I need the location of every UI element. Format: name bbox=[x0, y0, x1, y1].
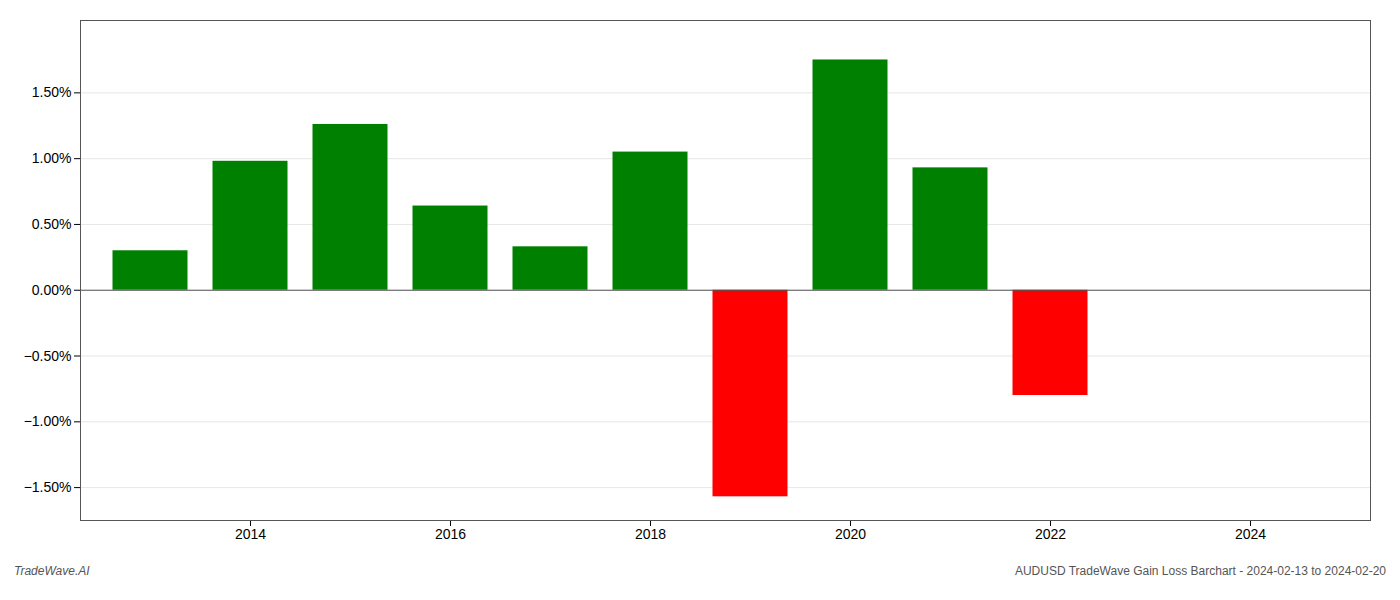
svg-text:2024: 2024 bbox=[1235, 526, 1266, 542]
html-text:TradeWave.AI: TradeWave.AI bbox=[14, 564, 90, 578]
html-text:AUDUSD TradeWave Gain Loss Bar: AUDUSD TradeWave Gain Loss Barchart - 20… bbox=[1014, 564, 1386, 578]
svg-text:0.50%: 0.50% bbox=[32, 216, 72, 232]
svg-text:2018: 2018 bbox=[635, 526, 666, 542]
svg-text:2014: 2014 bbox=[235, 526, 266, 542]
svg-text:0.00%: 0.00% bbox=[32, 282, 72, 298]
svg-text:−1.50%: −1.50% bbox=[24, 479, 72, 495]
svg-text:−1.00%: −1.00% bbox=[24, 413, 72, 429]
svg-text:2022: 2022 bbox=[1035, 526, 1066, 542]
svg-text:1.00%: 1.00% bbox=[32, 150, 72, 166]
svg-text:−0.50%: −0.50% bbox=[24, 348, 72, 364]
svg-text:1.50%: 1.50% bbox=[32, 84, 72, 100]
svg-text:2016: 2016 bbox=[435, 526, 466, 542]
svg-text:2020: 2020 bbox=[835, 526, 866, 542]
